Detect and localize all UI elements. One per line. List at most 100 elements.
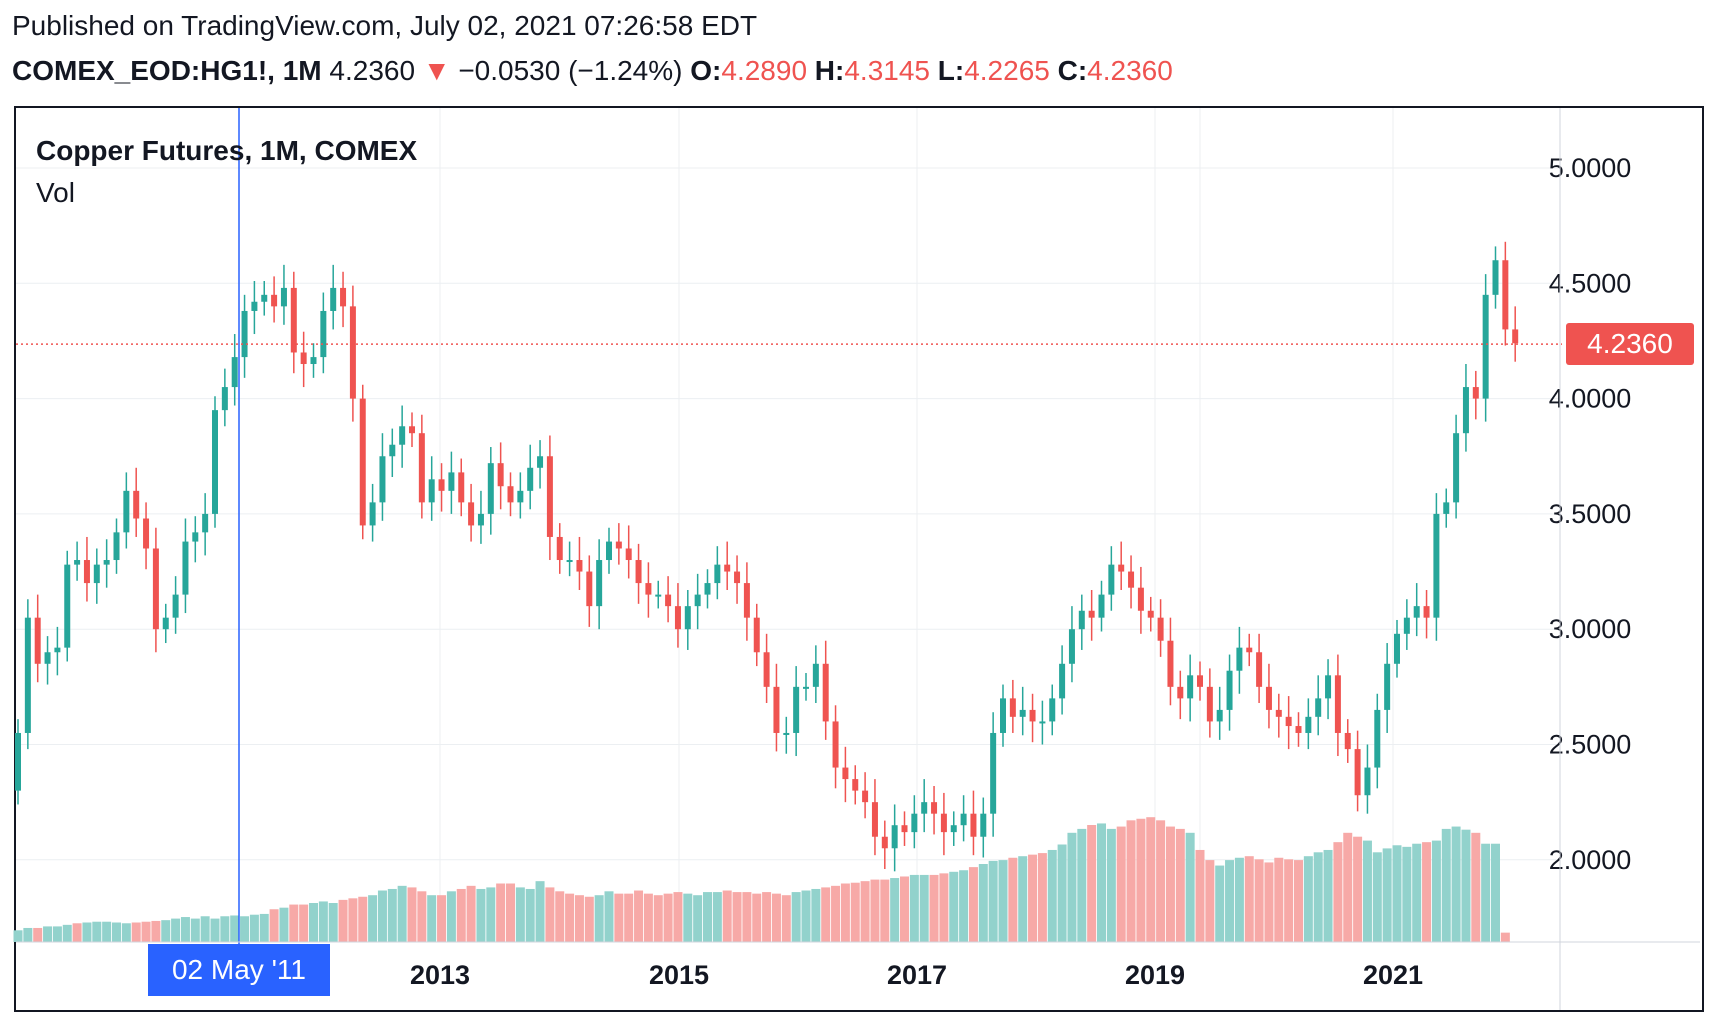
volume-bar [584,896,594,942]
volume-bar [13,930,23,942]
candle-body [960,813,967,826]
volume-bar [131,922,141,942]
volume-bar [712,892,722,942]
x-tick-label: 2017 [887,960,947,990]
volume-bar [486,887,496,942]
volume-bar [525,888,535,942]
volume-bar [1205,860,1215,942]
volume-bar [870,879,880,942]
volume-bar [368,895,378,942]
volume-bar [249,914,259,942]
volume-bar [909,874,919,942]
candle-body [379,456,386,503]
candle-body [359,398,366,526]
candle-body [546,456,553,537]
high-value: 4.3145 [844,55,930,86]
volume-bar [1215,865,1225,942]
volume-bar [1353,836,1363,942]
candle-body [1098,594,1105,618]
candle-body [93,564,100,584]
volume-bar [939,873,949,942]
candle-body [1009,698,1016,717]
candle-body [803,686,809,689]
volume-bar [604,891,614,942]
candle-body [812,663,819,687]
volume-bar [821,887,831,942]
candle-body [615,541,622,549]
volume-bar [102,921,112,942]
volume-bar [190,918,200,942]
volume-bar [1244,856,1254,942]
volume-bar [200,916,210,942]
volume-bar [781,895,791,942]
legend-title[interactable]: Copper Futures, 1M, COMEX [36,135,418,166]
volume-bar [33,927,43,942]
y-tick-label: 5.0000 [1549,153,1632,183]
volume-bar [52,926,62,942]
volume-bar [1382,848,1392,942]
candle-body [1059,663,1066,699]
volume-bar [1500,932,1510,942]
candle-body [1394,633,1400,664]
x-tick-label: 2015 [649,960,709,990]
candle-body [1236,647,1243,671]
volume-bar [407,887,417,942]
candle-body [970,813,977,837]
volume-bar [1431,840,1441,942]
candle-body [665,594,672,607]
candle-body [1512,329,1519,344]
candle-body [231,357,238,388]
candle-body [1019,709,1026,717]
volume-bar [673,892,683,942]
volume-bar [565,893,575,942]
volume-bar [1264,862,1274,942]
volume-bar [732,892,742,942]
volume-bar [23,927,33,942]
candle-body [862,790,869,803]
candle-body [1226,670,1233,710]
candle-body [83,560,90,584]
candle-body [34,617,41,664]
candle-body [1197,675,1203,687]
volume-bar [269,909,279,942]
volume-bar [72,923,82,942]
candle-body [980,813,987,837]
candle-body [1315,698,1322,717]
legend-volume[interactable]: Vol [36,177,75,208]
chart-frame[interactable] [14,106,1704,1012]
candle-body [418,433,425,503]
candle-body [1147,610,1154,618]
volume-bar [919,874,929,942]
volume-bar [1067,832,1077,942]
candle-body [891,825,898,849]
candle-body [1354,749,1361,796]
candle-body [103,560,110,565]
volume-bar [643,893,653,942]
volume-bar [831,885,841,942]
candle-body [901,825,908,833]
volume-bar [1185,832,1195,942]
candles [15,241,1519,872]
candle-body [192,532,199,542]
candle-body [950,825,957,833]
symbol-label[interactable]: COMEX_EOD:HG1!, 1M [12,55,322,86]
y-tick-label: 2.0000 [1549,845,1632,875]
volume-bar [1333,842,1343,942]
gridlines [16,108,1560,942]
candle-body [586,571,593,607]
volume-bar [62,924,72,942]
high-label: H: [814,55,845,86]
candle-body [714,564,721,584]
candle-body [674,606,681,630]
volume-bar [496,883,506,942]
candle-body [1216,709,1223,722]
volume-bar [771,893,781,942]
volume-bar [1451,826,1461,942]
volume-bar [850,882,860,942]
last-price: 4.2360 [329,55,416,86]
volume-bar [427,895,437,942]
volume-bar [1097,823,1106,942]
x-tick-label: 2013 [410,960,470,990]
candle-body [625,548,632,561]
